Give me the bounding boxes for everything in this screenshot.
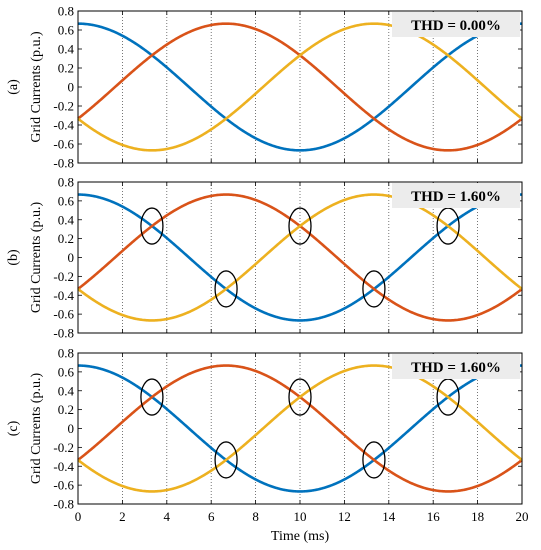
y-axis-label: Grid Currents (p.u.) [29, 31, 44, 143]
thd-box [392, 354, 520, 379]
x-tick-label: 18 [471, 509, 484, 524]
y-tick-label: -0.6 [53, 137, 74, 152]
y-tick-label: 0 [68, 250, 75, 265]
y-axis-label: Grid Currents (p.u.) [29, 373, 44, 485]
axes-box [77, 181, 523, 334]
series-line-3 [77, 22, 523, 152]
crossing-marker [362, 270, 386, 308]
x-axis-label: Time (ms) [271, 529, 330, 544]
y-tick-label: -0.4 [53, 288, 74, 303]
crossing-marker [436, 207, 460, 245]
y-tick-label: 0.8 [58, 346, 74, 361]
y-tick-label: 0 [68, 421, 75, 436]
crossing-marker [362, 441, 386, 479]
thd-annotation: THD = 0.00% [411, 18, 501, 34]
y-tick-label: 0.6 [58, 23, 75, 38]
thd-annotation: THD = 1.60% [411, 189, 501, 205]
series-line-3 [77, 193, 523, 322]
thd-box [392, 183, 520, 208]
panel-label: (a) [6, 79, 21, 95]
x-tick-label: 0 [75, 509, 82, 524]
crossing-marker [214, 270, 238, 308]
y-tick-label: 0.2 [58, 61, 74, 76]
crossing-marker [288, 378, 312, 416]
y-tick-label: -0.6 [53, 307, 74, 322]
y-tick-label: -0.2 [53, 269, 74, 284]
x-tick-label: 12 [338, 509, 351, 524]
crossing-marker [214, 441, 238, 479]
y-tick-label: 0.4 [58, 383, 75, 398]
y-tick-label: 0.2 [58, 402, 74, 417]
panel-label: (b) [6, 249, 21, 266]
axes-box [77, 352, 523, 505]
crossing-marker [288, 207, 312, 245]
series-line-3 [77, 364, 523, 493]
x-tick-label: 10 [294, 509, 307, 524]
y-tick-label: 0.6 [58, 364, 75, 379]
panel-b: 0.8 0.6 0.4 0.2 0 -0.2 -0.4 -0.6 -0.8 THD = 1.60%… [6, 175, 523, 341]
crossing-marker [140, 378, 164, 416]
panel-a: 0.8 0.6 0.4 0.2 0 -0.2 -0.4 -0.6 -0.8 THD = 0.00%… [6, 4, 523, 171]
y-tick-label: 0.8 [58, 175, 74, 190]
x-tick-label: 8 [252, 509, 259, 524]
y-tick-label: -0.2 [53, 440, 74, 455]
y-tick-label: -0.4 [53, 459, 74, 474]
axes-box [77, 10, 523, 164]
panel-c: 0.8 0.6 0.4 0.2 0 -0.2 -0.4 -0.6 -0.8 THD = 1.60%… [6, 346, 529, 545]
y-tick-label: -0.6 [53, 478, 74, 493]
y-tick-label: 0.4 [58, 42, 75, 57]
y-tick-label: 0.2 [58, 231, 74, 246]
y-tick-label: 0 [68, 80, 75, 95]
x-tick-label: 6 [208, 509, 215, 524]
y-tick-label: -0.8 [53, 326, 74, 341]
y-axis-label: Grid Currents (p.u.) [29, 202, 44, 314]
y-tick-label: -0.8 [53, 156, 74, 171]
crossing-marker [140, 207, 164, 245]
y-tick-label: 0.6 [58, 193, 75, 208]
thd-box [392, 12, 520, 37]
y-tick-label: 0.4 [58, 212, 75, 227]
x-tick-label: 2 [119, 509, 126, 524]
x-tick-label: 14 [382, 509, 396, 524]
y-tick-label: -0.2 [53, 99, 74, 114]
y-tick-label: -0.4 [53, 118, 74, 133]
x-tick-label: 20 [516, 509, 529, 524]
y-tick-label: -0.8 [53, 497, 74, 512]
x-tick-label: 16 [427, 509, 441, 524]
x-tick-label: 4 [164, 509, 171, 524]
y-tick-label: 0.8 [58, 4, 74, 19]
crossing-marker [436, 378, 460, 416]
panel-label: (c) [6, 420, 21, 436]
thd-annotation: THD = 1.60% [411, 360, 501, 376]
